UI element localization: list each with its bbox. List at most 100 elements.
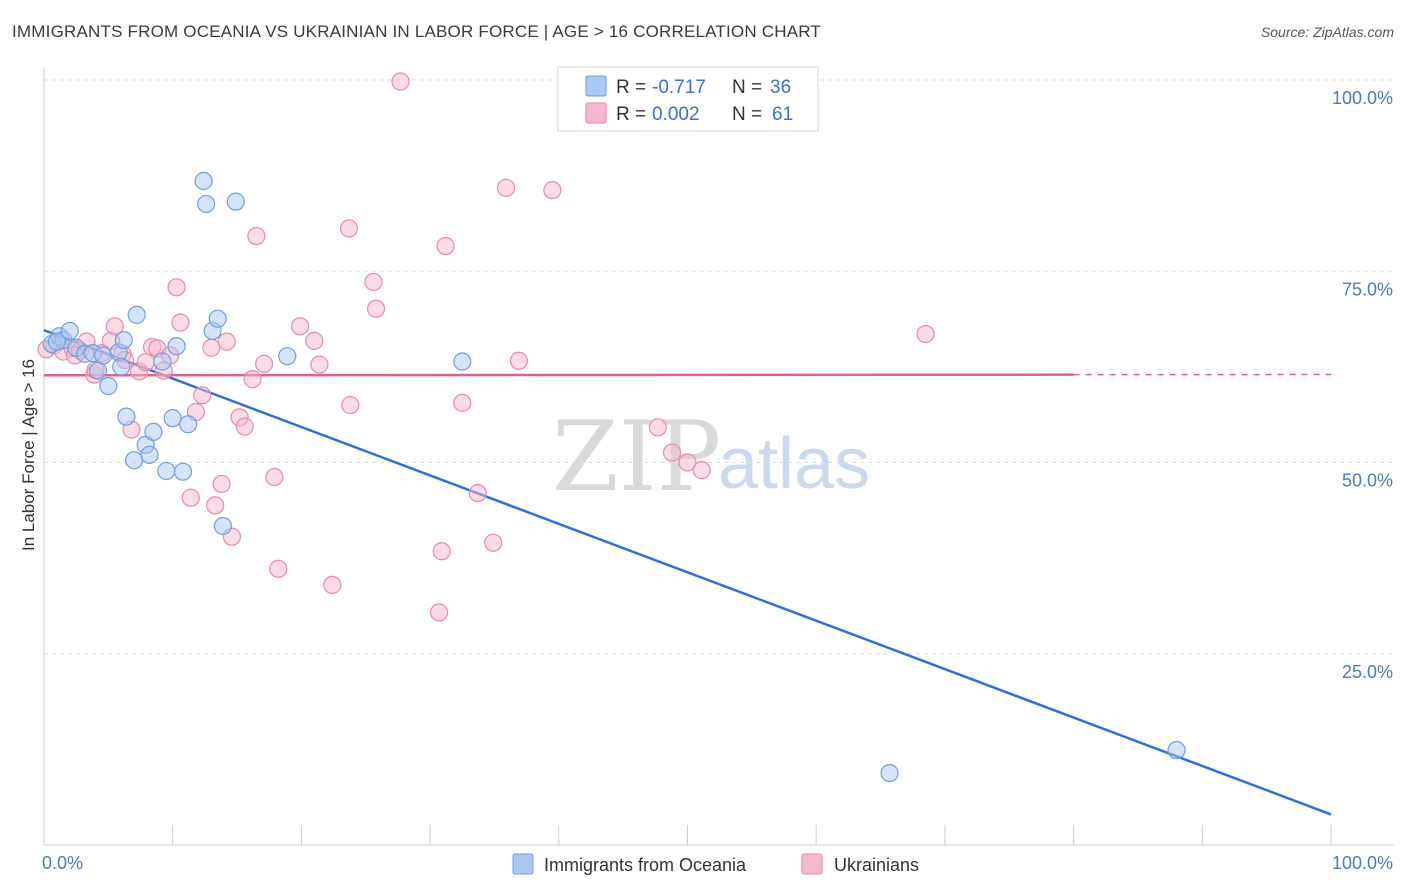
points-layer xyxy=(37,72,1186,783)
legend-r-value-ukrainians: 0.002 xyxy=(652,104,700,125)
ukrainians-point xyxy=(212,474,231,494)
chart-source: Source: ZipAtlas.com xyxy=(1260,24,1394,40)
ukrainians-point xyxy=(323,575,342,595)
oceania-point xyxy=(94,346,113,365)
oceania-point xyxy=(88,361,108,380)
legend-n-value-ukrainians: 61 xyxy=(772,104,793,125)
trend-layer xyxy=(43,328,1332,816)
legend-r-label-oceania: R = xyxy=(616,77,646,98)
oceania-point xyxy=(114,331,133,350)
legend-r-label-ukrainians: R = xyxy=(616,104,646,125)
x-tick-label: 0.0% xyxy=(42,853,83,873)
series-legend-label-ukrainians: Ukrainians xyxy=(834,855,919,875)
series-legend-swatch-oceania xyxy=(512,853,534,875)
ukrainians-point xyxy=(436,236,455,256)
ukrainians-point xyxy=(136,353,155,372)
oceania-point xyxy=(127,305,146,324)
legend-n-label-ukrainians: N = xyxy=(732,104,762,125)
ukrainians-point xyxy=(916,324,935,344)
ukrainians-point xyxy=(496,178,516,197)
oceania-point xyxy=(117,407,136,426)
legend-n-label-oceania: N = xyxy=(732,77,762,98)
ukrainians-point xyxy=(453,393,472,412)
oceania-point xyxy=(153,352,172,371)
oceania-point xyxy=(157,461,176,481)
oceania-point xyxy=(99,376,118,396)
trend-line xyxy=(43,373,1074,377)
ukrainians-point xyxy=(310,355,329,374)
ukrainians-point xyxy=(678,453,697,472)
oceania-point xyxy=(179,415,198,434)
legend-r-value-oceania: -0.717 xyxy=(652,77,706,98)
y-tick-label: 100.0% xyxy=(1332,88,1393,108)
ukrainians-point xyxy=(509,351,529,370)
ukrainians-point xyxy=(341,396,360,415)
ukrainians-point xyxy=(366,299,386,318)
ukrainians-point xyxy=(254,354,274,373)
ukrainians-point xyxy=(339,219,359,238)
ukrainians-point xyxy=(265,467,284,487)
ukrainians-point xyxy=(243,370,262,389)
legend-swatch-ukrainians xyxy=(585,102,607,124)
ukrainians-point xyxy=(543,181,562,200)
x-tick-label: 100.0% xyxy=(1332,853,1393,873)
ukrainians-point xyxy=(206,496,225,515)
ukrainians-point xyxy=(484,533,503,552)
ukrainians-point xyxy=(430,603,449,622)
ukrainians-point xyxy=(171,313,190,332)
ukrainians-point xyxy=(217,332,236,351)
ukrainians-point xyxy=(247,226,266,246)
oceania-point xyxy=(112,357,131,376)
series-legend-swatch-ukrainians xyxy=(801,853,823,875)
watermark-atlas: atlas xyxy=(718,424,870,504)
oceania-point xyxy=(453,352,472,371)
oceania-point xyxy=(124,451,144,470)
series-legend: Immigrants from Oceania Ukrainians xyxy=(512,853,919,875)
ukrainians-point xyxy=(468,484,487,503)
ukrainians-point xyxy=(105,317,124,336)
oceania-point xyxy=(208,309,227,328)
ukrainians-point xyxy=(692,461,711,480)
trend-line xyxy=(43,328,1332,816)
oceania-point xyxy=(1167,741,1186,760)
ukrainians-point xyxy=(364,272,383,292)
oceania-point xyxy=(47,332,66,351)
oceania-point xyxy=(213,516,232,536)
ukrainians-point xyxy=(291,317,310,336)
series-legend-label-oceania: Immigrants from Oceania xyxy=(544,855,747,875)
ukrainians-point xyxy=(432,542,451,561)
oceania-point xyxy=(197,194,216,214)
grid-layer xyxy=(44,79,1394,655)
ukrainians-point xyxy=(648,418,667,437)
y-tick-label: 50.0% xyxy=(1342,471,1393,491)
oceania-point xyxy=(880,763,899,783)
ukrainians-point xyxy=(202,338,221,357)
ukrainians-point xyxy=(269,559,288,578)
oceania-point xyxy=(140,445,159,464)
ukrainians-point xyxy=(662,443,682,462)
oceania-point xyxy=(226,192,245,211)
y-tick-label: 25.0% xyxy=(1342,662,1393,682)
chart-title: IMMIGRANTS FROM OCEANIA VS UKRAINIAN IN … xyxy=(12,22,822,41)
ukrainians-point xyxy=(193,386,212,405)
y-axis-title: In Labor Force | Age > 16 xyxy=(19,359,38,551)
oceania-point xyxy=(173,462,193,481)
oceania-point xyxy=(167,337,186,356)
correlation-legend: R = -0.717 N = 36 R = 0.002 N = 61 xyxy=(557,66,819,132)
oceania-point xyxy=(163,409,182,428)
oceania-point xyxy=(194,171,213,191)
watermark-zip: ZIP xyxy=(552,401,721,513)
axis-layer: 25.0% 50.0% 75.0% 100.0% 0.0% 100.0% xyxy=(42,68,1394,873)
ukrainians-point xyxy=(235,417,254,436)
legend-swatch-oceania xyxy=(585,75,607,97)
oceania-point xyxy=(278,347,297,366)
ukrainians-point xyxy=(167,278,186,297)
ukrainians-point xyxy=(181,488,200,507)
oceania-point xyxy=(144,422,163,441)
ukrainians-point xyxy=(305,331,324,350)
legend-n-value-oceania: 36 xyxy=(770,77,791,98)
ukrainians-point xyxy=(391,72,410,91)
oceania-point xyxy=(60,321,79,341)
